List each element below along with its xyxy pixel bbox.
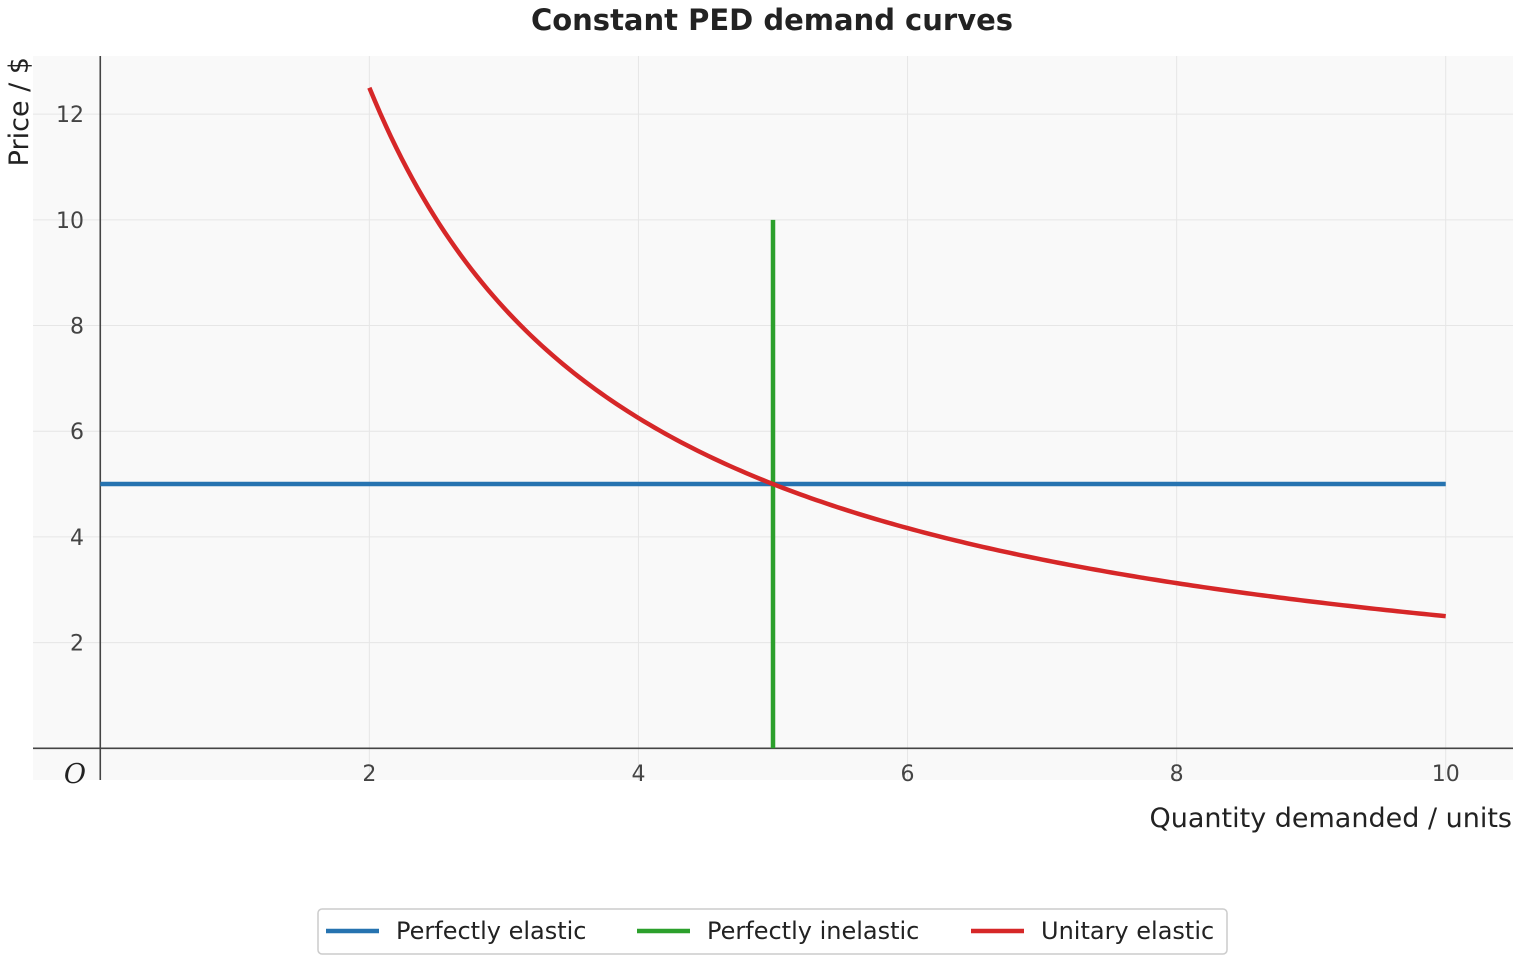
x-tick-label: 8 [1170, 762, 1184, 787]
x-tick-label: 10 [1432, 762, 1460, 787]
x-tick-label: 4 [631, 762, 645, 787]
chart-title: Constant PED demand curves [531, 3, 1013, 37]
y-tick-label: 10 [56, 209, 84, 234]
series-line-unitary-elastic [367, 86, 1446, 619]
y-axis-label: Price / $ [4, 57, 35, 166]
x-tick-label: 6 [901, 762, 915, 787]
legend-box [317, 908, 1228, 955]
series [100, 86, 1446, 749]
legend-label: Unitary elastic [1041, 917, 1214, 945]
origin-label: O [64, 759, 86, 790]
x-axis-label: Quantity demanded / units [1150, 803, 1513, 834]
y-tick-label: 8 [70, 315, 84, 340]
legend-label: Perfectly inelastic [707, 917, 919, 945]
y-tick-label: 12 [56, 103, 84, 128]
x-tick-label: 2 [362, 762, 376, 787]
tick-labels: 2 4 6 8 10 2 4 6 8 10 12 [56, 103, 1460, 787]
axes [33, 56, 1513, 780]
y-tick-label: 4 [70, 526, 84, 551]
y-tick-label: 2 [70, 632, 84, 657]
legend-label: Perfectly elastic [396, 917, 587, 945]
y-tick-label: 6 [70, 420, 84, 445]
legend: Perfectly elastic Perfectly inelastic Unit… [317, 908, 1228, 955]
